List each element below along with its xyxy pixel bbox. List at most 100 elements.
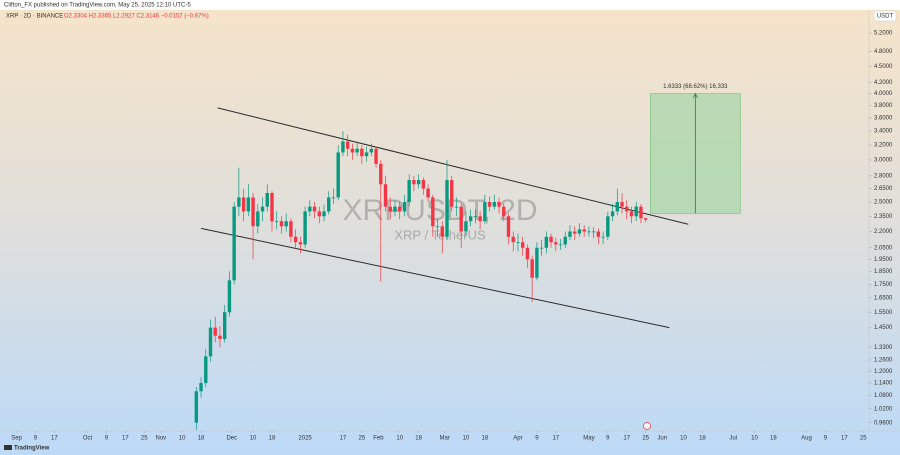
- candle-body: [473, 216, 478, 218]
- y-tick-label: 0.9600: [874, 420, 893, 426]
- trendline: [217, 107, 689, 225]
- y-tick-label: 2.8000: [874, 173, 893, 179]
- y-tick-label: 3.6000: [874, 116, 893, 122]
- candle-body: [445, 180, 449, 237]
- ohlc: O2.3304 H2.3365 L2.2927 C2.3146 −0.0157 …: [64, 14, 209, 20]
- candle-body: [511, 236, 515, 243]
- trendline: [200, 227, 670, 329]
- candle-body: [379, 163, 383, 185]
- candle-body: [440, 226, 444, 237]
- x-tick-label: Apr: [513, 436, 522, 442]
- x-tick-label: 10: [680, 436, 687, 442]
- x-tick-label: 9: [34, 436, 38, 442]
- candle-body: [634, 206, 638, 217]
- y-tick-label: 4.0000: [874, 91, 893, 97]
- x-tick-label: 10: [463, 436, 470, 442]
- candle-body: [563, 236, 567, 245]
- y-tick-label: 3.4000: [874, 129, 893, 135]
- candle-body: [459, 206, 463, 232]
- y-tick-label: 2.0500: [874, 245, 893, 251]
- candle-body: [194, 391, 199, 423]
- candle-body: [237, 197, 241, 207]
- x-tick-label: Nov: [155, 436, 166, 442]
- candle-body: [355, 148, 359, 153]
- candle-body: [279, 221, 284, 227]
- y-tick-label: 1.6500: [874, 295, 893, 301]
- x-tick-label: Jun: [657, 436, 667, 442]
- candle-body: [345, 141, 350, 149]
- x-tick-label: Feb: [373, 436, 384, 442]
- candle-body: [208, 327, 213, 357]
- currency: USDT: [877, 14, 894, 20]
- candle-body: [502, 206, 506, 217]
- candle-body: [270, 192, 274, 222]
- candle-body: [260, 206, 265, 212]
- y-tick-label: 4.2000: [874, 80, 893, 86]
- candle-body: [227, 280, 232, 313]
- x-tick-label: 9: [105, 436, 109, 442]
- candle-body: [520, 242, 525, 248]
- candle-body: [289, 221, 293, 237]
- x-tick-label: Sep: [11, 436, 22, 442]
- x-tick-label: Jul: [729, 436, 737, 442]
- candle-body: [317, 211, 321, 217]
- candle-body: [601, 236, 605, 238]
- x-tick-label: 18: [415, 436, 422, 442]
- candle-body: [298, 242, 303, 245]
- candle-body: [554, 242, 558, 245]
- y-tick-label: 1.2600: [874, 358, 893, 364]
- candle-body: [431, 197, 435, 227]
- candle-body: [615, 202, 619, 212]
- candle-body: [393, 206, 397, 212]
- candle-body: [625, 206, 629, 212]
- y-tick-label: 1.0200: [874, 406, 893, 412]
- candle-body: [265, 192, 269, 207]
- x-tick-label: 25: [141, 436, 148, 442]
- event-marker[interactable]: [643, 422, 651, 430]
- y-tick-label: 3.8000: [874, 103, 893, 109]
- y-tick-label: 3.0000: [874, 158, 893, 164]
- candle-body: [256, 211, 260, 227]
- candle-body: [435, 226, 440, 228]
- candle-body: [539, 247, 544, 249]
- candle-body: [450, 180, 454, 207]
- candle-body: [213, 327, 217, 336]
- x-tick-label: 9: [606, 436, 610, 442]
- candle-body: [336, 152, 340, 198]
- y-tick-label: 2.3500: [874, 214, 893, 220]
- y-tick-label: 4.8000: [874, 49, 893, 55]
- x-tick-label: 18: [699, 436, 706, 442]
- candle-body: [241, 197, 246, 212]
- candle-body: [360, 148, 364, 157]
- candle-body: [407, 180, 411, 203]
- measure-label: 1.6333 (68.62%) 16,333: [663, 84, 728, 90]
- x-tick-label: 10: [250, 436, 257, 442]
- candle-body: [568, 231, 572, 237]
- x-tick-label: 17: [340, 436, 347, 442]
- x-tick-label: 9: [824, 436, 828, 442]
- x-tick-label: 17: [841, 436, 848, 442]
- candle-body: [639, 206, 643, 219]
- x-tick-label: 18: [482, 436, 489, 442]
- x-tick-label: 18: [269, 436, 276, 442]
- candle-body: [454, 206, 459, 208]
- x-tick-label: 18: [198, 436, 205, 442]
- candle-body: [303, 211, 307, 245]
- candle-body: [322, 211, 326, 217]
- y-tick-label: 2.6500: [874, 186, 893, 192]
- candle-body: [535, 247, 539, 278]
- y-tick-label: 2.2000: [874, 229, 893, 235]
- candle-body: [412, 180, 416, 185]
- x-tick-label: 9: [535, 436, 539, 442]
- symbol: XRP · 2D · BINANCE: [6, 14, 63, 20]
- candle-body: [544, 236, 549, 248]
- x-tick-label: 25: [860, 436, 867, 442]
- candle-body: [468, 216, 473, 222]
- watermark-sub: XRP / TetherUS: [394, 227, 486, 242]
- candle-body: [606, 216, 610, 237]
- candle-body: [587, 231, 591, 233]
- candle-body: [426, 188, 430, 198]
- candle-body: [549, 236, 553, 243]
- x-tick-label: 10: [179, 436, 186, 442]
